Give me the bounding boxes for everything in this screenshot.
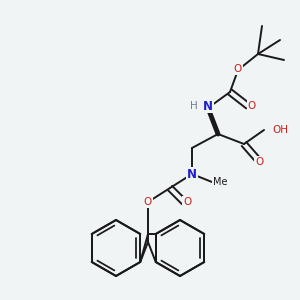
Text: O: O <box>248 101 256 111</box>
Text: N: N <box>203 100 213 112</box>
Text: Me: Me <box>213 177 227 187</box>
Text: OH: OH <box>272 125 288 135</box>
Text: O: O <box>183 197 191 207</box>
Text: N: N <box>187 167 197 181</box>
Text: O: O <box>234 64 242 74</box>
Text: H: H <box>190 101 198 111</box>
Text: O: O <box>255 157 263 167</box>
Text: O: O <box>144 197 152 207</box>
